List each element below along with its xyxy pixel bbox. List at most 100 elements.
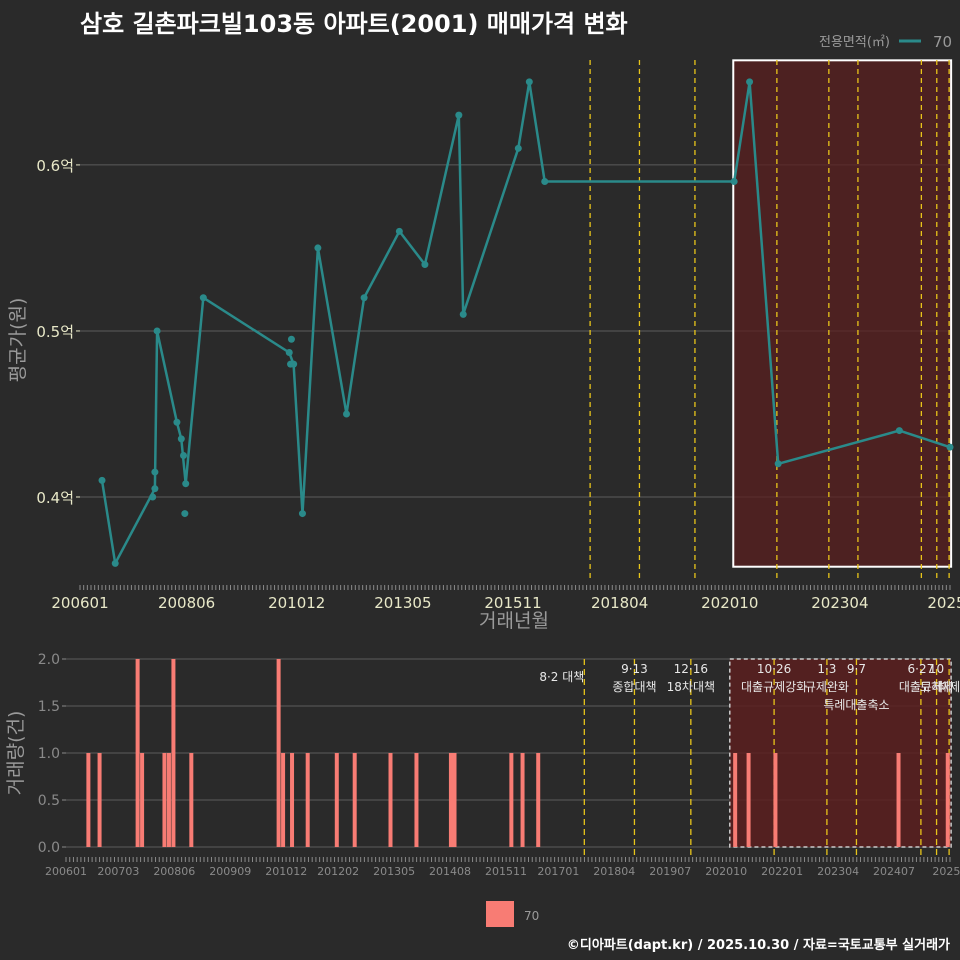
price-y-ticks: 0.4억 0.5억 0.6억 <box>36 157 80 507</box>
price-y-tick-label: 0.4억 <box>36 489 74 507</box>
volume-bar <box>448 753 453 847</box>
volume-bar <box>773 753 778 847</box>
volume-bar <box>536 753 541 847</box>
volume-legend: 70 <box>486 901 539 927</box>
policy-name-label: 규제완화 <box>805 680 849 694</box>
volume-x-tick-label: 201202 <box>317 865 359 878</box>
policy-date-label: 9·7 <box>847 662 866 676</box>
footer-credit: ©디아파트(dapt.kr) / 2025.10.30 / 자료=국토교통부 실… <box>566 938 950 953</box>
policy-name-label: 해제 <box>938 680 960 694</box>
price-point <box>525 78 533 86</box>
price-x-axis-label: 거래년월 <box>479 610 549 632</box>
price-point <box>421 261 429 269</box>
volume-x-tick-label: 202010 <box>705 865 747 878</box>
price-point <box>153 327 161 335</box>
price-point <box>455 111 463 119</box>
price-point <box>180 451 188 459</box>
policy-name-label: 특례대출축소 <box>823 698 889 712</box>
volume-y-ticks: 0.0 0.5 1.0 1.5 2.0 <box>38 652 66 856</box>
volume-bar <box>290 753 295 847</box>
price-x-tick-label: 2025 <box>927 594 960 612</box>
price-point <box>285 349 293 357</box>
price-point <box>746 78 754 86</box>
price-point <box>895 427 903 435</box>
volume-y-tick-label: 0.5 <box>38 793 60 809</box>
policy-name-label: 토허제 <box>920 680 953 694</box>
legend-label: 70 <box>933 33 952 51</box>
volume-x-tick-label: 201511 <box>485 865 527 878</box>
volume-x-tick-label: 201305 <box>373 865 415 878</box>
volume-legend-label: 70 <box>524 909 539 923</box>
volume-y-tick-label: 0.0 <box>38 840 60 856</box>
volume-bar <box>414 753 419 847</box>
volume-bar <box>86 753 91 847</box>
price-point <box>149 493 157 501</box>
price-y-tick-label: 0.6억 <box>36 157 74 175</box>
volume-x-tick-label: 201012 <box>265 865 307 878</box>
price-point <box>287 360 295 368</box>
policy-date-label: 9·13 <box>621 662 648 676</box>
highlight-region <box>732 59 953 568</box>
price-point <box>514 144 522 152</box>
volume-x-tick-label: 202201 <box>761 865 803 878</box>
price-x-tick-label: 200806 <box>158 594 215 612</box>
price-point <box>199 294 207 302</box>
volume-bar <box>746 753 751 847</box>
volume-highlight-region <box>729 658 952 848</box>
volume-bar <box>135 659 140 847</box>
volume-bar <box>171 659 176 847</box>
price-point <box>541 178 549 186</box>
volume-y-tick-label: 1.0 <box>38 746 60 762</box>
volume-x-tick-label: 200601 <box>45 865 87 878</box>
legend-title: 전용면적(㎡) <box>819 35 890 50</box>
price-point <box>111 559 119 567</box>
volume-bar <box>352 753 357 847</box>
volume-x-tick-label: 202304 <box>817 865 859 878</box>
policy-date-label: 10·26 <box>757 662 791 676</box>
volume-bar <box>509 753 514 847</box>
price-point <box>151 468 159 476</box>
volume-bar <box>305 753 310 847</box>
price-point <box>177 435 185 443</box>
policy-name-label: 18차대책 <box>667 679 715 694</box>
price-point <box>343 410 351 418</box>
volume-legend-swatch <box>486 901 514 927</box>
price-point <box>314 244 322 252</box>
volume-bar <box>733 753 738 847</box>
volume-x-ticks: 200601 200703 200806 200909 201012 201202 2013… <box>45 857 960 878</box>
volume-bar <box>140 753 145 847</box>
volume-y-tick-label: 2.0 <box>38 652 60 668</box>
volume-x-tick-label: 201408 <box>429 865 471 878</box>
volume-x-tick-label: 201701 <box>537 865 579 878</box>
price-point <box>298 510 306 518</box>
volume-bar <box>945 753 950 847</box>
policy-date-label: 8·2 대책 <box>539 669 584 684</box>
volume-y-axis-label: 거래량(건) <box>5 711 27 796</box>
price-point <box>151 485 159 493</box>
legend: 전용면적(㎡) 70 <box>819 33 952 51</box>
policy-date-label: 6·27 <box>908 662 935 676</box>
volume-bar <box>281 753 286 847</box>
price-point <box>181 510 189 518</box>
price-x-tick-label: 202010 <box>701 594 758 612</box>
policy-date-label: 12·16 <box>674 662 708 676</box>
volume-bar <box>97 753 102 847</box>
volume-bar <box>896 753 901 847</box>
chart-title: 삼호 길촌파크빌103동 아파트(2001) 매매가격 변화 <box>80 10 628 38</box>
policy-date-label: 1·3 <box>817 662 836 676</box>
price-x-tick-label: 201012 <box>268 594 325 612</box>
price-x-tick-label: 201511 <box>484 594 541 612</box>
price-series <box>98 78 954 567</box>
price-point <box>173 418 181 426</box>
price-x-tick-label: 200601 <box>51 594 108 612</box>
volume-y-tick-label: 1.5 <box>38 699 60 715</box>
volume-bar <box>388 753 393 847</box>
volume-bar <box>334 753 339 847</box>
policy-name-label: 대출규제 <box>899 680 943 694</box>
volume-x-tick-label: 200909 <box>209 865 251 878</box>
price-point <box>360 294 368 302</box>
volume-x-tick-label: 202407 <box>873 865 915 878</box>
price-x-ticks: 200601 200806 201012 201305 201511 201804 2020… <box>51 585 960 612</box>
price-point <box>287 335 295 343</box>
price-x-tick-label: 202304 <box>811 594 868 612</box>
